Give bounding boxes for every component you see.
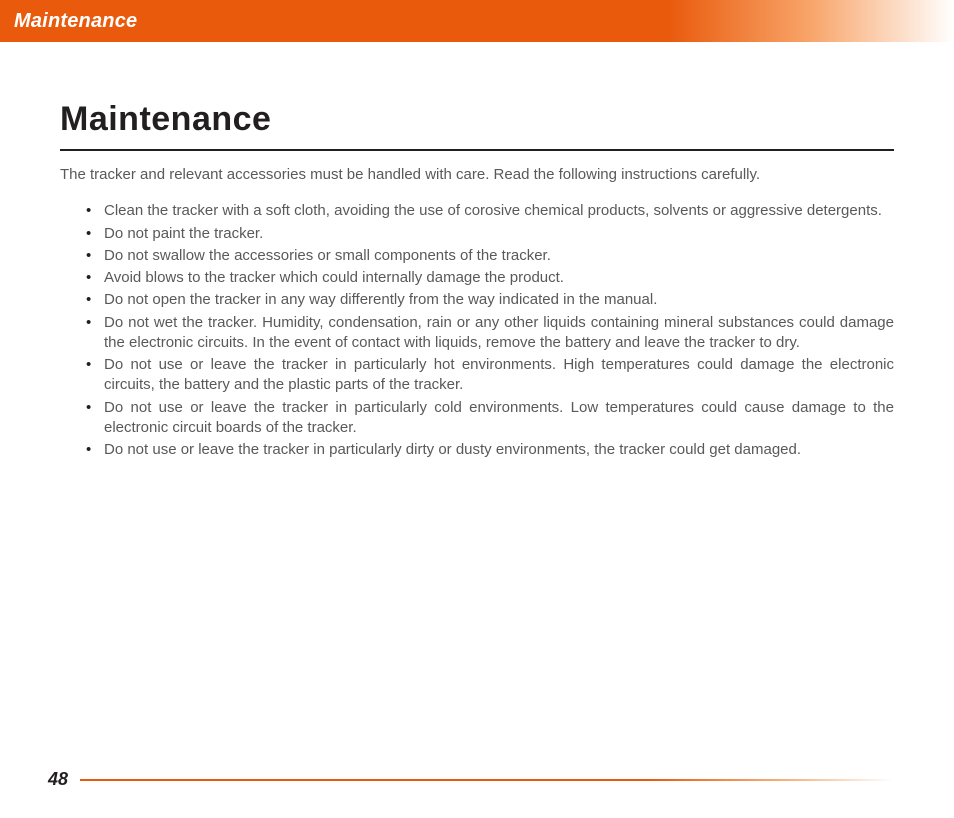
- page-content: Maintenance The tracker and relevant acc…: [0, 42, 954, 460]
- list-item: Do not open the tracker in any way diffe…: [104, 290, 894, 310]
- list-item: Do not use or leave the tracker in parti…: [104, 398, 894, 439]
- list-item: Do not paint the tracker.: [104, 224, 894, 244]
- bullet-list: Clean the tracker with a soft cloth, avo…: [60, 201, 894, 460]
- list-item: Do not use or leave the tracker in parti…: [104, 440, 894, 460]
- list-item: Do not wet the tracker. Humidity, conden…: [104, 313, 894, 354]
- header-section-title: Maintenance: [14, 10, 137, 33]
- header-band: Maintenance: [0, 0, 954, 42]
- list-item: Do not swallow the accessories or small …: [104, 246, 894, 266]
- footer-rule: [80, 779, 894, 781]
- list-item: Do not use or leave the tracker in parti…: [104, 355, 894, 396]
- intro-paragraph: The tracker and relevant accessories mus…: [60, 165, 894, 185]
- page-title: Maintenance: [60, 100, 894, 151]
- list-item: Avoid blows to the tracker which could i…: [104, 268, 894, 288]
- page-number: 48: [48, 769, 68, 790]
- page-footer: 48: [0, 769, 954, 790]
- list-item: Clean the tracker with a soft cloth, avo…: [104, 201, 894, 221]
